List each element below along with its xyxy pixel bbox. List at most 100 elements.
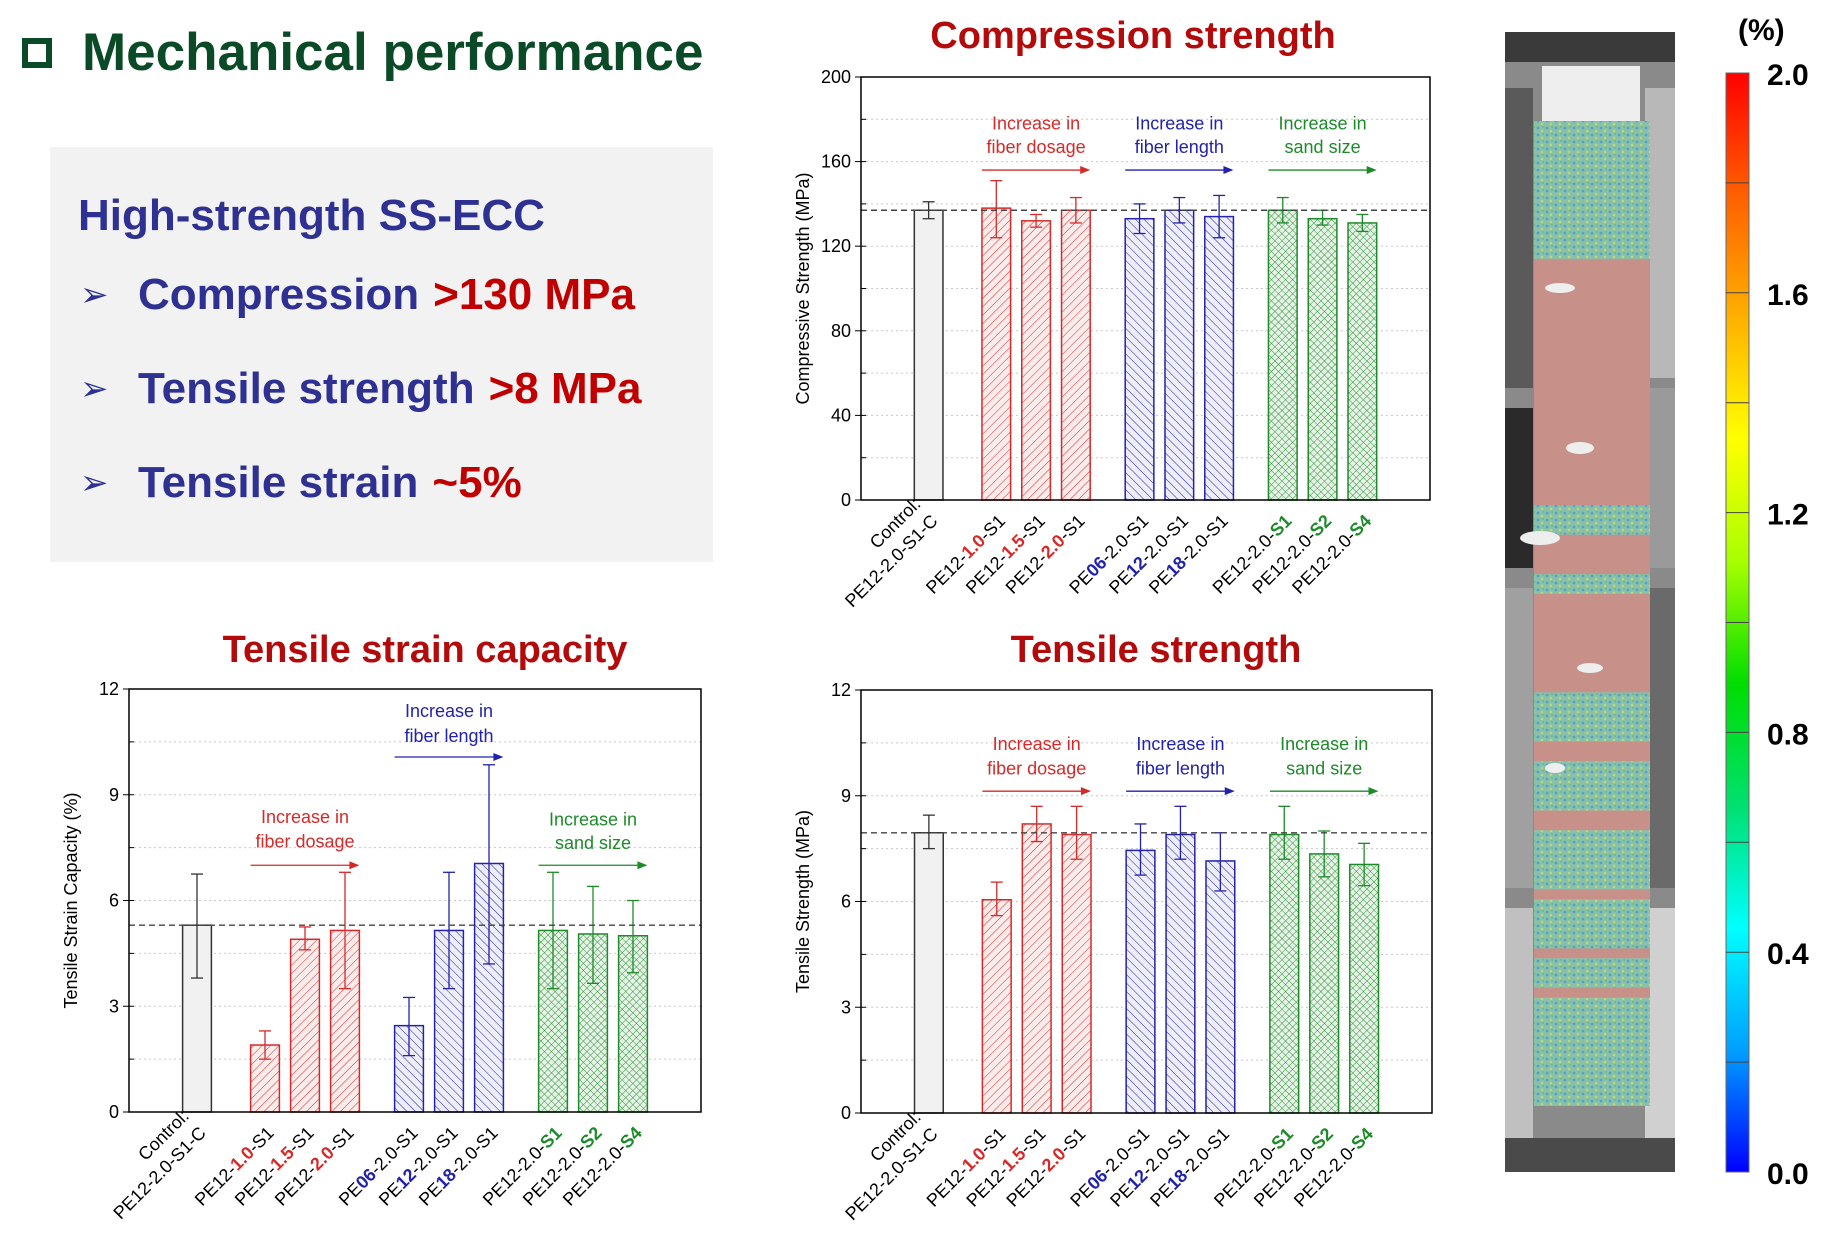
bullet-value: ~5% — [432, 458, 522, 507]
strain-band — [1534, 830, 1650, 890]
bar-4 — [1125, 849, 1156, 1114]
bullet-value: >8 MPa — [488, 364, 642, 413]
bar-6 — [1204, 215, 1235, 501]
arrowhead-icon — [637, 861, 648, 870]
bar-5 — [1164, 209, 1195, 501]
bullet-label: Tensile strain — [138, 458, 419, 507]
chart-title: Tensile strength — [1011, 629, 1302, 671]
plot-frame — [860, 76, 1431, 501]
plot-frame — [860, 689, 1433, 1114]
y-tick-label: 0 — [841, 490, 851, 510]
chart-title: Tensile strain capacity — [223, 629, 628, 671]
y-tick-label: 9 — [841, 786, 851, 806]
y-tick-label: 6 — [109, 891, 119, 911]
y-tick-label: 200 — [821, 67, 851, 87]
top-grip — [1542, 66, 1640, 121]
grip-block — [1505, 908, 1533, 1168]
page-title-text: Mechanical performance — [82, 23, 704, 82]
annotation-text: Increase in — [1279, 114, 1367, 134]
y-tick-label: 40 — [831, 405, 851, 425]
bar-9 — [1347, 222, 1378, 501]
y-tick-label: 3 — [841, 997, 851, 1017]
y-tick-label: 9 — [109, 785, 119, 805]
chart-title: Compression strength — [930, 15, 1335, 57]
strain-band — [1534, 899, 1650, 949]
y-tick-label: 120 — [821, 236, 851, 256]
annotation-text: Increase in — [1280, 734, 1368, 754]
annotation-text: fiber length — [1136, 759, 1225, 779]
tensile-strength-chart: Tensile strength 0 3 6 9 12 Tensile Strength (… — [793, 629, 1433, 1224]
y-tick-label: 0 — [109, 1102, 119, 1122]
bar-7 — [1269, 833, 1300, 1114]
tensile-strain-capacity-chart: Tensile strain capacity 0 3 6 9 12 Tensile Str… — [61, 629, 702, 1223]
grip-block — [1505, 88, 1533, 388]
summary-bullet-tensile-strength: ➢ Tensile strength >8 MPa — [80, 364, 641, 414]
dic-strain-map-photo — [1505, 32, 1675, 1172]
bar-3 — [1060, 209, 1091, 501]
strain-band — [1534, 505, 1650, 535]
colorbar-tick-label: 1.2 — [1767, 499, 1809, 532]
arrowhead-icon — [349, 861, 360, 870]
unmeasured-spot — [1520, 531, 1560, 545]
y-tick-label: 12 — [831, 680, 851, 700]
bar-0 — [913, 832, 945, 1114]
annotation-text: fiber dosage — [255, 832, 354, 852]
unmeasured-spot — [1545, 283, 1575, 293]
annotation-text: fiber dosage — [987, 137, 1086, 157]
bullet-value: >130 MPa — [433, 270, 635, 319]
arrowhead-icon — [1223, 166, 1234, 175]
annotation-text: sand size — [1285, 137, 1361, 157]
y-tick-label: 0 — [841, 1103, 851, 1123]
y-axis-label: Compressive Strength (MPa) — [793, 172, 813, 404]
bar-8 — [1309, 853, 1340, 1114]
strain-band — [1534, 958, 1650, 988]
unmeasured-spot — [1566, 442, 1594, 454]
y-tick-label: 12 — [99, 679, 119, 699]
strain-band — [1534, 121, 1650, 259]
y-tick-label: 160 — [821, 152, 851, 172]
grip-block — [1505, 588, 1533, 888]
annotation-text: Increase in — [1135, 114, 1223, 134]
annotation-text: fiber length — [404, 726, 493, 746]
bar-8 — [1307, 217, 1338, 501]
arrowhead-bullet-icon: ➢ — [80, 369, 109, 409]
bar-7 — [1267, 209, 1298, 501]
annotation-text: Increase in — [1136, 734, 1224, 754]
grip-block — [1505, 408, 1533, 568]
arrowhead-bullet-icon: ➢ — [80, 463, 109, 503]
colorbar-tick-label: 0.0 — [1767, 1158, 1809, 1191]
colorbar-tick-label: 1.6 — [1767, 279, 1809, 312]
y-axis-label: Tensile Strain Capacity (%) — [61, 792, 81, 1008]
arrowhead-icon — [1366, 166, 1377, 175]
bullet-label: Tensile strength — [138, 364, 475, 413]
page-title: Mechanical performance — [22, 22, 704, 83]
arrowhead-icon — [493, 753, 504, 762]
colorbar-tick-label: 0.8 — [1767, 718, 1809, 751]
compression-strength-chart: Compression strength 0 40 80 120 160 200 Compre… — [793, 15, 1431, 611]
annotation-text: fiber dosage — [987, 759, 1086, 779]
annotation-text: Increase in — [993, 734, 1081, 754]
colorbar-tick-label: 0.4 — [1767, 938, 1809, 971]
bar-2 — [289, 938, 321, 1113]
bar-2 — [1021, 220, 1052, 501]
bar-3 — [1061, 833, 1092, 1114]
y-tick-label: 6 — [841, 892, 851, 912]
summary-heading: High-strength SS-ECC — [78, 191, 545, 240]
colorbar-unit: (%) — [1738, 14, 1785, 47]
bar-4 — [1124, 217, 1155, 501]
unmeasured-spot — [1577, 663, 1603, 673]
y-tick-label: 3 — [109, 996, 119, 1016]
annotation-text: Increase in — [261, 807, 349, 827]
bar-1 — [981, 207, 1012, 501]
grip-block — [1505, 32, 1675, 62]
y-tick-label: 80 — [831, 321, 851, 341]
strain-colorbar: (%) 2.0 1.6 1.2 0.8 0.4 0.0 — [1725, 14, 1809, 1191]
annotation-text: Increase in — [549, 809, 637, 829]
bullet-label: Compression — [138, 270, 420, 319]
bar-5 — [1165, 833, 1196, 1114]
bar-9 — [1348, 863, 1380, 1114]
strain-band — [1534, 574, 1650, 594]
annotation-text: sand size — [555, 833, 631, 853]
annotation-text: Increase in — [405, 701, 493, 721]
grip-block — [1505, 1138, 1675, 1172]
